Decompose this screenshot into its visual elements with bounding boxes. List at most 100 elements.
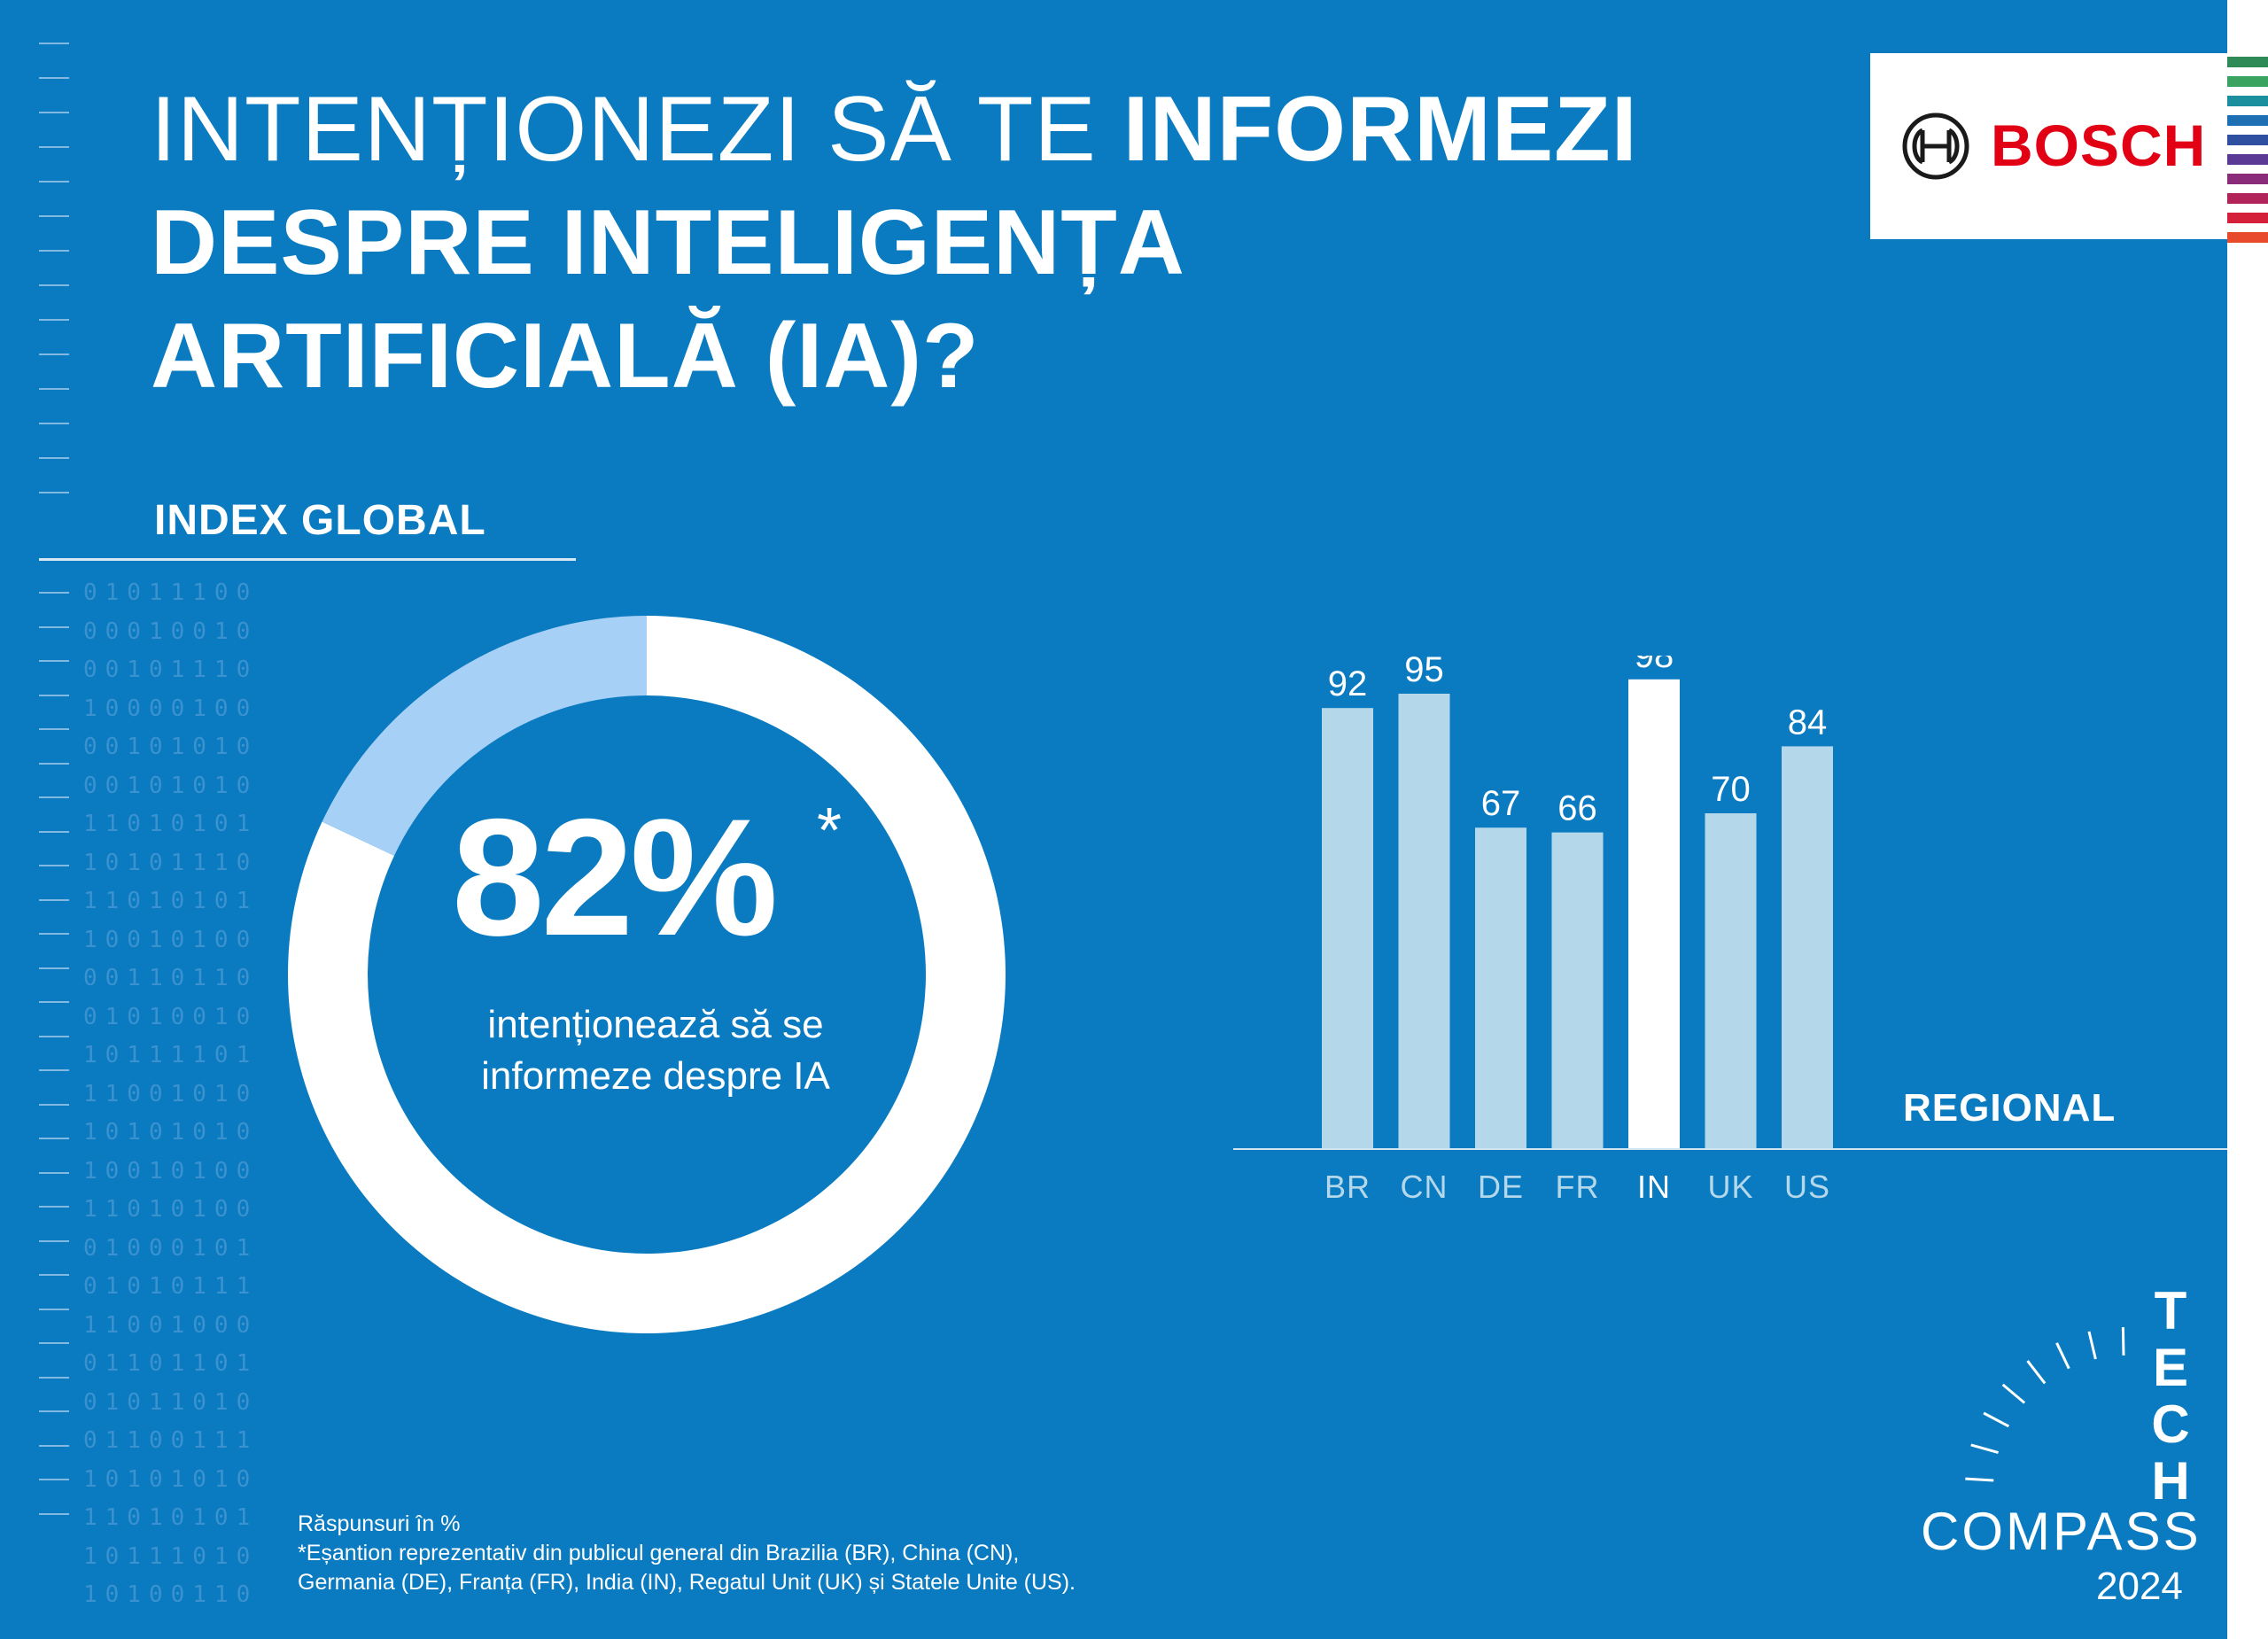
compass-tick: [2055, 1342, 2070, 1370]
compass-word: COMPASS: [1921, 1502, 2202, 1561]
brand-stripe: [2227, 174, 2268, 184]
compass-tick: [1970, 1443, 1999, 1455]
bar-uk: [1705, 813, 1757, 1148]
brand-stripe: [2227, 96, 2268, 106]
ruler-tick: [39, 625, 69, 628]
compass-year: 2024: [2096, 1565, 2183, 1608]
ruler-tick: [39, 1512, 69, 1515]
brand-stripe: [2227, 213, 2268, 223]
bar-us: [1782, 746, 1833, 1148]
ruler-tick: [39, 1001, 69, 1003]
ruler-tick: [39, 388, 69, 390]
category-label: CN: [1401, 1169, 1449, 1205]
brand-stripe: [2227, 232, 2268, 243]
compass-tick: [2001, 1383, 2026, 1404]
tech-letter: T: [2154, 1281, 2187, 1340]
regional-bar-chart: 92 BR 95 CN 67 DE 66 FR 98 IN 70 UK 84 US: [1233, 656, 2227, 1205]
bar-cn: [1398, 694, 1450, 1148]
ruler-tick: [39, 215, 69, 217]
tech-letter: E: [2152, 1338, 2189, 1397]
ruler-tick: [39, 865, 69, 866]
ruler-tick: [39, 898, 69, 901]
ruler-tick: [39, 796, 69, 798]
ruler-tick: [39, 1376, 69, 1379]
brand-stripe: [2227, 76, 2268, 87]
bar-fr: [1551, 832, 1604, 1148]
bar-value-label: 92: [1328, 664, 1368, 703]
global-index-caption: intenționează să se informeze despre IA: [425, 999, 886, 1102]
category-label: DE: [1478, 1169, 1524, 1205]
category-label: US: [1784, 1169, 1830, 1205]
compass-tick: [1983, 1411, 2010, 1428]
ruler-tick: [39, 181, 69, 183]
title-line-3: ARTIFICIALĂ (IA)?: [151, 305, 980, 408]
brand-stripe: [2227, 135, 2268, 145]
page-title: INTENȚIONEZI SĂ TE INFORMEZI DESPRE INTE…: [151, 73, 1657, 413]
category-label: IN: [1637, 1169, 1671, 1205]
compass-tick: [2087, 1331, 2097, 1360]
title-part-light: INTENȚIONEZI SĂ TE: [151, 78, 1123, 181]
brand-stripe: [2227, 193, 2268, 204]
bosch-armature-icon: [1902, 113, 1969, 180]
ruler-tick: [39, 592, 69, 594]
ruler-tick: [39, 353, 69, 355]
ruler-tick: [39, 1410, 69, 1412]
ruler-tick: [39, 1444, 69, 1447]
brand-stripe: [2227, 57, 2268, 67]
ruler-tick: [39, 1069, 69, 1071]
ruler-tick: [39, 112, 69, 113]
ruler-tick: [39, 762, 69, 765]
ruler-tick: [39, 1103, 69, 1106]
ruler-tick: [39, 146, 69, 148]
ruler-tick: [39, 694, 69, 696]
ruler-tick: [39, 933, 69, 935]
category-label: UK: [1707, 1169, 1753, 1205]
bosch-logo: BOSCH: [1870, 53, 2227, 239]
index-global-underline: [39, 558, 576, 561]
caption-line-2: informeze despre IA: [481, 1054, 830, 1098]
ruler-tick: [39, 423, 69, 424]
ruler-tick: [39, 660, 69, 662]
tech-letter: C: [2151, 1394, 2190, 1454]
brand-stripe: [2227, 115, 2268, 126]
footnote-line-2: *Eșantion reprezentativ din publicul gen…: [298, 1541, 1020, 1565]
global-index-value: 82%: [452, 784, 778, 970]
ruler-tick: [39, 1274, 69, 1276]
bar-in: [1628, 679, 1680, 1148]
title-part-bold: INFORMEZI: [1122, 78, 1638, 181]
category-label: FR: [1556, 1169, 1600, 1205]
ruler-tick: [39, 967, 69, 969]
ruler-tick: [39, 284, 69, 286]
ruler-tick: [39, 1138, 69, 1139]
logo-wordmark: BOSCH: [1991, 113, 2207, 178]
brand-color-strip: [2227, 0, 2268, 1639]
ruler-tick: [39, 250, 69, 252]
ruler-tick: [39, 492, 69, 493]
ruler-tick: [39, 1035, 69, 1037]
global-index-donut: [288, 616, 1006, 1333]
title-line-2: DESPRE INTELIGENȚA: [151, 191, 1185, 294]
binary-decoration: 01011100 00010010 00101110 10000100 0010…: [83, 579, 259, 1608]
ruler-tick: [39, 1479, 69, 1480]
ruler-tick: [39, 1342, 69, 1344]
compass-tick: [1965, 1477, 1994, 1482]
tech-vertical-word: T E C H: [2144, 1283, 2197, 1510]
bar-value-label: 98: [1635, 656, 1674, 675]
ruler-tick: [39, 43, 69, 44]
ruler-tick: [39, 1206, 69, 1208]
regional-label: REGIONAL: [1903, 1086, 2117, 1130]
footnote-line-1: Răspunsuri în %: [298, 1511, 461, 1536]
bar-br: [1322, 708, 1373, 1148]
footnote-line-3: Germania (DE), Franța (FR), India (IN), …: [298, 1570, 1076, 1595]
compass-dial-icon: [1965, 1327, 2125, 1482]
index-global-label: INDEX GLOBAL: [154, 497, 486, 544]
ruler-tick: [39, 319, 69, 321]
global-index-asterisk: *: [817, 796, 843, 866]
ruler-tick: [39, 1308, 69, 1310]
ruler-tick: [39, 1171, 69, 1174]
ruler-tick: [39, 1239, 69, 1242]
bar-value-label: 66: [1557, 789, 1597, 828]
bar-value-label: 84: [1788, 703, 1828, 742]
tech-letter: H: [2151, 1451, 2190, 1511]
